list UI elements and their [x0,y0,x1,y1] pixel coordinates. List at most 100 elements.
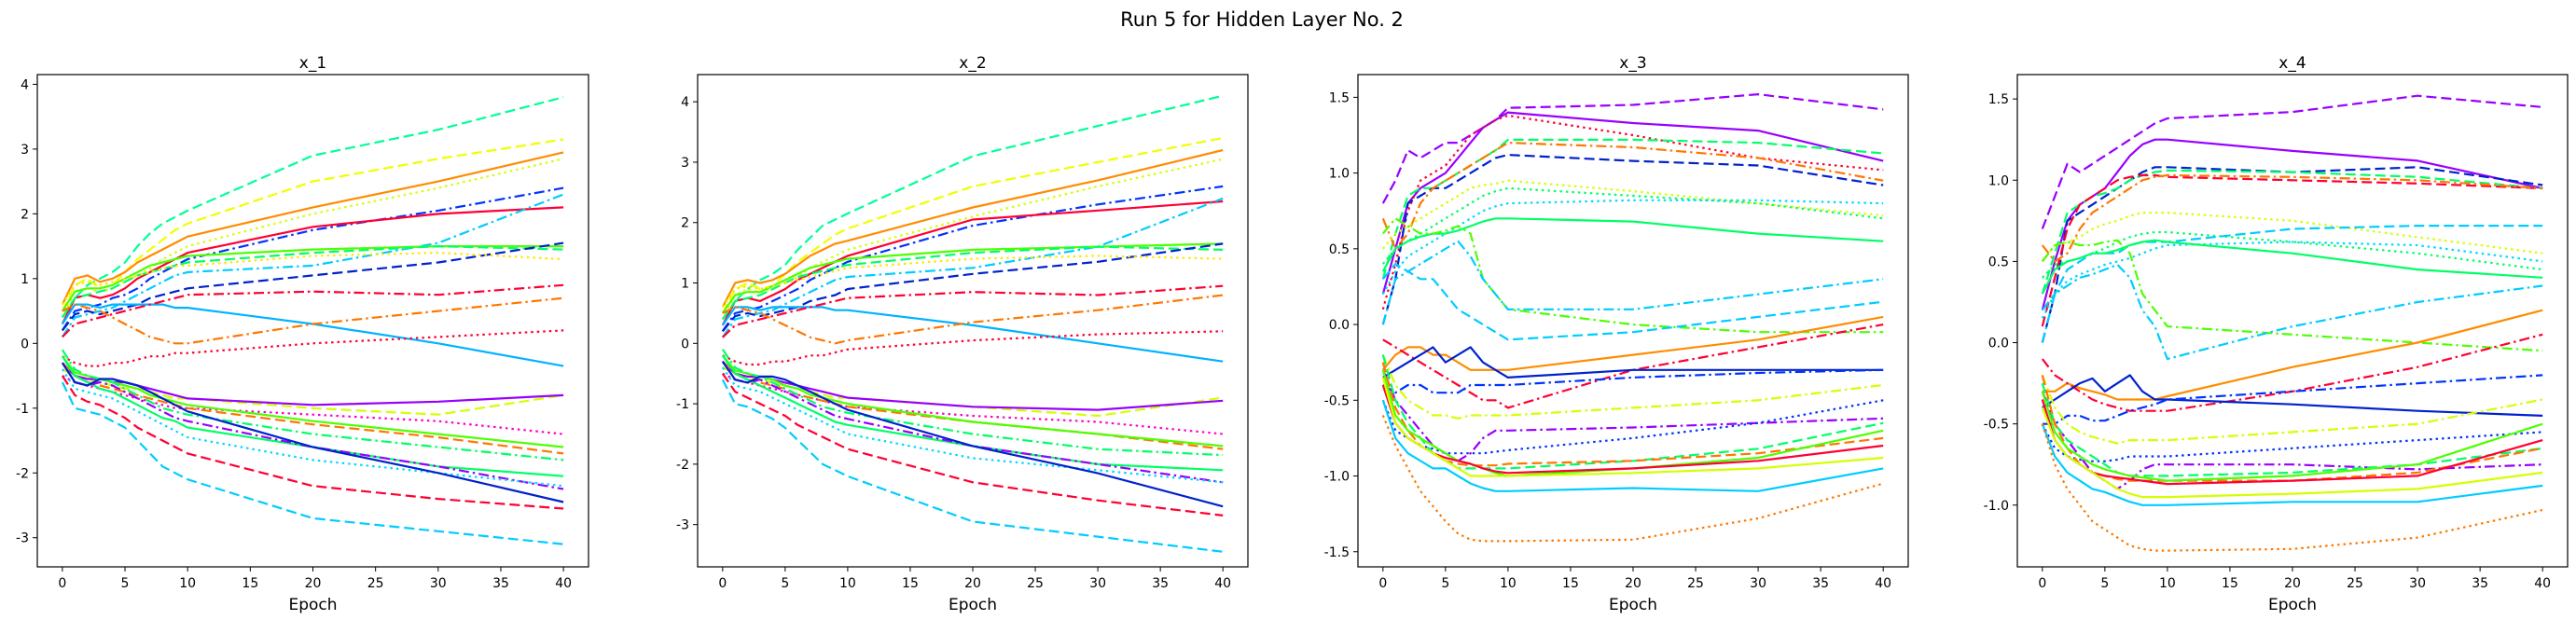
series-line [1381,217,1884,272]
series-line [1381,354,1884,470]
series-line [61,206,564,324]
series-line [1382,368,1884,394]
y-tick-label: 0.5 [1988,255,2009,269]
series-line [2041,239,2543,352]
series-line [1381,377,1884,477]
series-line [2041,138,2543,310]
y-tick-label: 3 [21,143,29,158]
y-tick-label: 1.0 [1329,167,1350,182]
series-line [62,375,564,435]
series-line [2041,423,2543,506]
series-line [2041,94,2543,229]
chart-panel-4: 0 5 10 15 20 25 30 35 40 -1.0 -0.5 0.0 0.5 1.0 1.5 x_4 E… [1984,54,2569,614]
x-tick-label: 30 [1750,576,1766,591]
series-line [2041,225,2543,311]
series-line [721,136,1224,314]
series-line [721,306,1224,363]
y-tick-label: -0.5 [1984,418,2009,433]
y-tick-label: 4 [681,95,689,110]
series-line [2042,230,2543,279]
x-tick-label: 10 [2159,576,2176,591]
y-tick-label: 1.5 [1988,92,2009,107]
series-line [62,368,564,416]
y-tick-label: -1 [16,402,29,417]
x-axis-label: Epoch [949,596,997,614]
y-tick-label: 4 [21,77,29,92]
y-tick-label: 2 [21,207,29,222]
chart-panel-3: 0 5 10 15 20 25 30 35 40 -1.5 -1.0 -0.5 0.0 0.5 1.0 1.5… [1324,54,1909,614]
y-tick-label: -3 [16,531,29,546]
series-line [721,366,1224,484]
series-line [2041,423,2543,552]
series-line [2041,391,2543,490]
series-line [722,366,1224,418]
x-tick-label: 5 [121,576,130,591]
series-line [1381,111,1884,295]
x-tick-label: 35 [1152,576,1169,591]
y-tick-label: -1.0 [1984,499,2009,514]
series-line [722,284,1224,338]
series-line [61,375,564,510]
series-group [1381,92,1884,543]
series-line [61,303,564,367]
chart-panel-2: 0 5 10 15 20 25 30 35 40 -3 -2 -1 0 1 2 3 4 x_2 Epoch [676,54,1249,614]
x-tick-label: 0 [2038,576,2046,591]
y-tick-label: 1.5 [1329,90,1350,105]
series-line [62,296,564,345]
x-tick-label: 5 [2100,576,2109,591]
series-line [721,354,1224,472]
y-tick-label: 2 [681,216,689,231]
y-tick-label: -3 [676,518,689,533]
figure-title: Run 5 for Hidden Layer No. 2 [1120,8,1404,31]
y-tick-label: -1.5 [1324,545,1350,560]
axes-frame [1357,74,1909,568]
series-line [1381,315,1884,371]
series-line [2042,374,2543,417]
series-line [1381,217,1884,334]
series-line [722,360,1224,411]
series-line [61,381,564,545]
x-tick-label: 30 [2409,576,2426,591]
series-line [61,245,564,312]
series-line [61,368,564,488]
series-line [1381,354,1884,420]
series-line [61,96,564,324]
series-line [2041,263,2543,361]
series-line [61,158,564,318]
x-tick-label: 10 [179,576,196,591]
x-axis-label: Epoch [1609,596,1657,614]
x-tick-label: 25 [1687,576,1704,591]
series-line [721,255,1224,309]
y-tick-label: -1.0 [1324,470,1350,485]
series-line [721,242,1224,333]
x-tick-label: 0 [1378,576,1387,591]
x-tick-label: 40 [1214,576,1231,591]
y-tick-label: 1.0 [1988,173,2009,188]
x-tick-label: 5 [1441,576,1449,591]
series-group [2041,94,2543,552]
x-tick-label: 10 [1500,576,1517,591]
series-line [721,185,1224,332]
x-tick-label: 15 [2222,576,2238,591]
series-line [721,373,1224,517]
series-line [1381,179,1884,250]
chart-panel-1: 0 5 10 15 20 25 30 35 40 -3 -2 -1 0 1 2 3 4 x_1 Epoch [16,54,589,614]
series-line [2041,333,2543,412]
axes-frame [697,74,1249,568]
x-tick-label: 20 [964,576,981,591]
series-line [721,349,1224,457]
series-line [62,241,564,332]
subplot-title: x_2 [959,54,986,73]
series-line [1381,369,1884,462]
series-line [721,197,1224,338]
series-line [61,245,564,319]
y-tick-label: 0 [21,337,29,351]
x-tick-label: 35 [2472,576,2488,591]
subplot-title: x_1 [299,54,326,73]
x-tick-label: 35 [1812,576,1829,591]
series-line [721,361,1224,508]
series-line [2041,173,2543,327]
series-line [721,245,1224,321]
series-line [62,329,564,367]
series-line [1381,142,1884,250]
